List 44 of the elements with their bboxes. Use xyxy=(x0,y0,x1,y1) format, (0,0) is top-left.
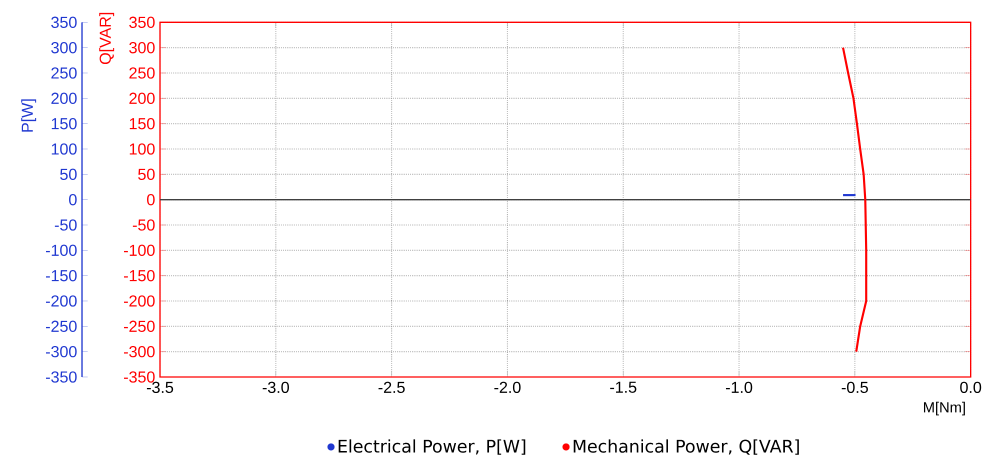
y2-tick-label: 0 xyxy=(69,194,77,206)
line-series xyxy=(842,46,868,353)
y2-tick-label: -250 xyxy=(46,320,77,332)
y2-tick-label: -100 xyxy=(46,244,77,256)
x-tick-label: 0.0 xyxy=(960,382,982,394)
y2-axis-title: P[W] xyxy=(21,99,36,132)
x-tick-label: -1.5 xyxy=(610,382,636,393)
y2-tick-label: -150 xyxy=(46,270,77,282)
y2-tick-label: -300 xyxy=(46,346,77,358)
y2-tick-label: 300 xyxy=(51,42,77,54)
x-tick-label: -3.0 xyxy=(262,382,289,394)
y2-tick-label: 250 xyxy=(51,67,77,79)
y2-tick-label: 100 xyxy=(52,143,77,155)
y-axis-title: Q[VAR] xyxy=(99,12,114,64)
y-tick-label: -250 xyxy=(124,320,155,332)
y2-tick-label: -50 xyxy=(54,219,77,231)
y-tick-label: 50 xyxy=(138,168,155,180)
legend-label: Mechanical Power, Q[VAR] xyxy=(574,439,799,455)
y2-tick-label: 150 xyxy=(52,118,77,130)
x-tick-label: -2.5 xyxy=(378,382,405,394)
y2-tick-label: 50 xyxy=(60,168,77,180)
y-tick-label: 350 xyxy=(129,16,155,28)
y2-tick-label: 200 xyxy=(51,92,77,104)
y-tick-label: -150 xyxy=(124,270,155,282)
y-tick-label: 200 xyxy=(129,92,155,104)
y-tick-label: 300 xyxy=(129,42,155,54)
y-tick-label: 0 xyxy=(147,194,155,206)
x-tick-label: -0.5 xyxy=(842,382,868,394)
y2-tick-label: -350 xyxy=(46,371,77,383)
x-tick-label: -1.0 xyxy=(726,382,752,394)
y-tick-label: -350 xyxy=(124,371,155,383)
y-tick-label: 150 xyxy=(130,118,155,130)
y-tick-label: 100 xyxy=(130,143,155,155)
x-tick-label: -3.5 xyxy=(146,382,174,394)
y2-tick-label: 350 xyxy=(51,16,77,28)
y-tick-label: -100 xyxy=(124,244,155,256)
legend-label: Electrical Power, P[W] xyxy=(338,439,526,455)
y-tick-label: -200 xyxy=(124,295,155,307)
x-axis-title: M[Nm] xyxy=(924,402,965,416)
y-tick-label: -300 xyxy=(124,346,155,358)
y2-tick-label: -200 xyxy=(46,295,77,307)
y-tick-label: 250 xyxy=(129,67,155,79)
y-tick-label: -50 xyxy=(132,219,155,231)
x-tick-label: -2.0 xyxy=(494,382,521,394)
